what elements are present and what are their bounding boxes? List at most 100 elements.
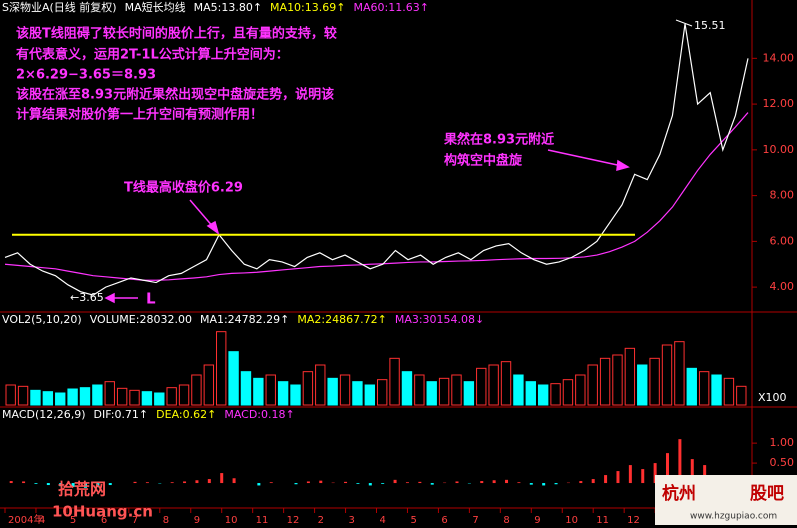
y-tick-label: 14.00 bbox=[763, 51, 795, 64]
volume-bar bbox=[228, 351, 239, 406]
volume-bar bbox=[42, 391, 54, 406]
x-tick-label: 9 bbox=[194, 515, 200, 526]
volume-bar bbox=[624, 347, 636, 406]
x-tick-label: 2 bbox=[318, 515, 324, 526]
annotation: 有代表意义，运用2T-1L公式计算上升空间为： bbox=[16, 47, 289, 63]
panel-header: S深物业A(日线 前复权) bbox=[2, 0, 117, 14]
y-tick-label: 0.50 bbox=[770, 456, 795, 469]
x-tick-label: 5 bbox=[410, 515, 416, 526]
volume-bar bbox=[686, 367, 697, 406]
volume-bar bbox=[537, 384, 549, 406]
watermark: 杭州 bbox=[662, 483, 696, 504]
volume-bar bbox=[649, 357, 660, 406]
volume-bar bbox=[599, 357, 611, 406]
volume-bar bbox=[661, 344, 673, 406]
volume-bar bbox=[438, 377, 450, 406]
volume-bar bbox=[723, 377, 735, 406]
panel-borders bbox=[0, 0, 797, 510]
x-tick-label: 6 bbox=[101, 515, 107, 526]
panel-header: MA10:13.69↑ bbox=[270, 1, 345, 14]
volume-bar bbox=[79, 387, 91, 406]
y-tick-label: 12.00 bbox=[763, 97, 795, 110]
x-tick-label: 7 bbox=[472, 515, 478, 526]
volume-bar bbox=[290, 384, 301, 406]
volume-bar bbox=[451, 374, 462, 406]
volume-bar bbox=[5, 384, 16, 406]
volume-bar bbox=[550, 383, 561, 406]
volume-bar bbox=[426, 381, 437, 406]
panel-header: DEA:0.62↑ bbox=[156, 408, 216, 421]
watermark: www.hzgupiao.com bbox=[690, 512, 777, 522]
volume-bar bbox=[562, 379, 574, 406]
x-tick-label: 5 bbox=[70, 515, 76, 526]
volume-bar bbox=[265, 374, 276, 406]
y-tick-label: 10.00 bbox=[763, 143, 795, 156]
annotation: T线最高收盘价6.29 bbox=[124, 180, 243, 196]
low-label: ←3.65 bbox=[70, 291, 104, 304]
volume-bar bbox=[104, 381, 115, 406]
volume-bar bbox=[129, 389, 140, 406]
x-tick-label: 2004年 bbox=[8, 513, 43, 526]
y-tick-label: 1.00 bbox=[770, 436, 795, 449]
panel-header: DIF:0.71↑ bbox=[94, 408, 149, 421]
volume-bar bbox=[116, 387, 128, 406]
volume-bar bbox=[191, 374, 202, 406]
annotation: 该股在涨至8.93元附近果然出现空中盘旋走势，说明该 bbox=[16, 87, 334, 103]
volume-bar bbox=[277, 381, 289, 406]
x-tick-label: 12 bbox=[627, 515, 640, 526]
volume-bar bbox=[575, 374, 586, 406]
price-line bbox=[4, 23, 749, 296]
panel-header: MA5:13.80↑ bbox=[194, 1, 262, 14]
volume-bar bbox=[327, 377, 338, 406]
panel-header: MA3:30154.08↓ bbox=[395, 313, 484, 326]
volume-bar bbox=[315, 364, 326, 406]
x-tick-label: 6 bbox=[441, 515, 447, 526]
y-tick-label: 6.00 bbox=[770, 234, 795, 247]
arrows bbox=[104, 149, 630, 304]
volume-bar bbox=[352, 381, 363, 406]
volume-bar bbox=[674, 341, 685, 406]
panel-header: VOL2(5,10,20) bbox=[2, 313, 82, 326]
annotation: 构筑空中盘旋 bbox=[444, 153, 523, 169]
watermark: 股吧 bbox=[750, 484, 784, 504]
volume-bar bbox=[463, 381, 475, 406]
watermark: 拾荒网 bbox=[58, 480, 106, 499]
x-tick-label: 4 bbox=[39, 515, 45, 526]
panel-header: MACD(12,26,9) bbox=[2, 408, 86, 421]
annotation: 计算结果对股价第一上升空间有预测作用！ bbox=[16, 107, 263, 123]
volume-bar bbox=[612, 354, 623, 406]
high-pointer bbox=[675, 19, 693, 27]
volume-bar bbox=[253, 377, 264, 406]
volume-bar bbox=[92, 384, 103, 406]
volume-bar bbox=[513, 374, 524, 406]
volume-bar bbox=[389, 357, 400, 406]
high-label: 15.51 bbox=[694, 19, 726, 32]
volume-bar bbox=[401, 371, 413, 406]
x-tick-label: 11 bbox=[256, 515, 269, 526]
x-tick-label: 11 bbox=[596, 515, 609, 526]
volume-bar bbox=[736, 385, 747, 406]
y-tick-label: 4.00 bbox=[770, 280, 795, 293]
volume-bar bbox=[55, 392, 66, 406]
unit-label: X100 bbox=[758, 391, 787, 404]
volume-bar bbox=[414, 374, 425, 406]
annotation: 2×6.29−3.65＝8.93 bbox=[16, 68, 156, 83]
panel-header: VOLUME:28032.00 bbox=[90, 313, 192, 326]
watermark: 10Huang.cn bbox=[52, 503, 153, 521]
panel-header: MA1:24782.29↑ bbox=[200, 313, 289, 326]
x-tick-label: 10 bbox=[225, 515, 238, 526]
volume-bar bbox=[500, 361, 512, 406]
volume-bar bbox=[154, 392, 165, 406]
volume-bar bbox=[339, 374, 351, 406]
x-tick-label: 9 bbox=[534, 515, 540, 526]
volume-bar bbox=[178, 384, 190, 406]
panel-header: MA60:11.63↑ bbox=[353, 1, 428, 14]
volume-bar bbox=[17, 385, 29, 406]
annotation: 该股T线阻碍了较长时间的股价上行，且有量的支持，较 bbox=[16, 26, 337, 42]
y-tick-label: 8.00 bbox=[770, 189, 795, 202]
annotation: 果然在8.93元附近 bbox=[443, 132, 554, 148]
x-tick-label: 8 bbox=[503, 515, 509, 526]
x-tick-label: 12 bbox=[287, 515, 300, 526]
